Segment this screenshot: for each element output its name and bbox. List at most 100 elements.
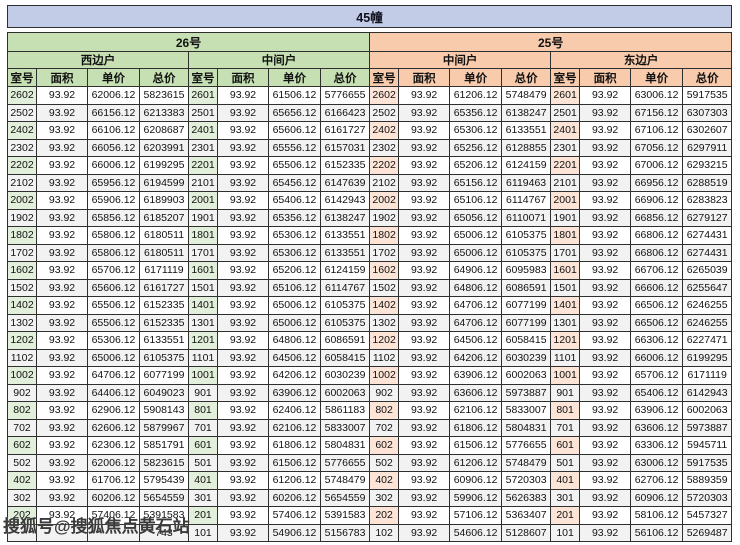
cell-room: 1101 xyxy=(188,348,218,367)
col-header-unit-price: 单价 xyxy=(449,68,503,87)
cell-room: 1301 xyxy=(188,313,218,332)
col-header-room: 室号 xyxy=(550,68,581,87)
cell-unit-price: 57106.12 xyxy=(449,506,503,525)
cell-total-price: 6157031 xyxy=(319,138,371,157)
table-row: 2602 93.92 62006.12 5823615 2601 93.92 61506.1… xyxy=(7,86,733,105)
cell-area: 93.92 xyxy=(579,261,632,280)
table-row: 702 93.92 62606.12 5879967 701 93.92 62106.12 5… xyxy=(7,418,733,437)
cell-unit-price: 61206.12 xyxy=(268,471,321,490)
cell-unit-price: 67106.12 xyxy=(630,121,684,140)
price-table-body: 2602 93.92 62006.12 5823615 2601 93.92 61506.1… xyxy=(7,86,733,542)
cell-total-price: 5917535 xyxy=(682,453,733,472)
cell-room: 402 xyxy=(369,471,400,490)
cell-unit-price: 66006.12 xyxy=(630,348,684,367)
cell-total-price: 5654559 xyxy=(139,488,189,507)
cell-area: 93.92 xyxy=(36,296,88,315)
cell-room: 2001 xyxy=(550,191,581,210)
cell-total-price: 5363407 xyxy=(501,506,552,525)
cell-area: 93.92 xyxy=(398,436,451,455)
cell-total-price: 6161727 xyxy=(139,278,189,297)
cell-area: 93.92 xyxy=(579,208,632,227)
cell-area: 93.92 xyxy=(579,506,632,525)
cell-area: 93.92 xyxy=(398,278,451,297)
cell-unit-price: 65606.12 xyxy=(268,121,321,140)
cell-unit-price: 62006.12 xyxy=(87,453,140,472)
cell-area: 93.92 xyxy=(398,103,451,122)
cell-total-price: 5795439 xyxy=(139,471,189,490)
cell-room: 1502 xyxy=(7,278,37,297)
cell-unit-price: 60906.12 xyxy=(630,488,684,507)
cell-area: 93.92 xyxy=(36,191,88,210)
cell-area: 93.92 xyxy=(217,173,269,192)
cell-room: 602 xyxy=(7,436,37,455)
cell-area: 93.92 xyxy=(36,453,88,472)
cell-total-price: 6142943 xyxy=(682,383,733,402)
cell-unit-price: 60206.12 xyxy=(268,488,321,507)
cell-total-price: 6246255 xyxy=(682,313,733,332)
cell-unit-price: 63306.12 xyxy=(630,436,684,455)
cell-unit-price: 65506.12 xyxy=(87,296,140,315)
cell-room: 402 xyxy=(7,471,37,490)
cell-area: 93.92 xyxy=(579,366,632,385)
cell-area: 93.92 xyxy=(217,418,269,437)
cell-room: 1501 xyxy=(188,278,218,297)
table-row: 402 93.92 61706.12 5795439 401 93.92 61206.12 5… xyxy=(7,471,733,490)
cell-total-price: 5776655 xyxy=(501,436,552,455)
cell-unit-price: 66506.12 xyxy=(630,313,684,332)
cell-area: 93.92 xyxy=(217,86,269,105)
cell-room: 2302 xyxy=(369,138,400,157)
cell-area: 93.92 xyxy=(579,191,632,210)
cell-unit-price: 56106.12 xyxy=(630,523,684,542)
table-row: 1102 93.92 65006.12 6105375 1101 93.92 64506.1… xyxy=(7,348,733,367)
cell-total-price: 5748479 xyxy=(319,471,371,490)
cell-area: 93.92 xyxy=(579,436,632,455)
cell-total-price: 6227471 xyxy=(682,331,733,350)
cell-unit-price: 60906.12 xyxy=(449,471,503,490)
cell-area: 93.92 xyxy=(36,86,88,105)
cell-total-price: 5720303 xyxy=(682,488,733,507)
cell-unit-price: 65006.12 xyxy=(449,243,503,262)
cell-total-price: 6030239 xyxy=(319,366,371,385)
cell-total-price: 6180511 xyxy=(139,243,189,262)
cell-room: 201 xyxy=(550,506,581,525)
price-table: 26号 25号 西边户 中间户 中间户 东边户 室号 面积 单价 总价 室号 面… xyxy=(6,32,733,542)
cell-total-price: 6297911 xyxy=(682,138,733,157)
cell-room: 2201 xyxy=(188,156,218,175)
cell-area: 93.92 xyxy=(217,436,269,455)
cell-unit-price: 65606.12 xyxy=(87,278,140,297)
cell-room: 2401 xyxy=(550,121,581,140)
cell-total-price: 6138247 xyxy=(319,208,371,227)
cell-unit-price: 65906.12 xyxy=(87,191,140,210)
cell-area: 93.92 xyxy=(217,278,269,297)
cell-unit-price: 57406.12 xyxy=(268,506,321,525)
table-row: 1802 93.92 65806.12 6180511 1801 93.92 65306.1… xyxy=(7,226,733,245)
col-header-room: 室号 xyxy=(188,68,218,87)
cell-unit-price: 65006.12 xyxy=(268,313,321,332)
cell-area: 93.92 xyxy=(398,243,451,262)
cell-room: 1702 xyxy=(369,243,400,262)
cell-room: 1502 xyxy=(369,278,400,297)
cell-unit-price: 66106.12 xyxy=(87,121,140,140)
cell-room: 1701 xyxy=(188,243,218,262)
table-row: 1302 93.92 65506.12 6152335 1301 93.92 65006.1… xyxy=(7,313,733,332)
cell-unit-price: 67056.12 xyxy=(630,138,684,157)
cell-area: 93.92 xyxy=(36,488,88,507)
cell-room: 1801 xyxy=(550,226,581,245)
cell-area: 93.92 xyxy=(398,506,451,525)
cell-room: 1401 xyxy=(188,296,218,315)
cell-area: 93.92 xyxy=(36,261,88,280)
cell-total-price: 5269487 xyxy=(682,523,733,542)
cell-total-price: 5457327 xyxy=(682,506,733,525)
cell-total-price: 5823615 xyxy=(139,86,189,105)
cell-total-price: 6105375 xyxy=(319,296,371,315)
cell-room: 1001 xyxy=(188,366,218,385)
cell-unit-price: 66956.12 xyxy=(630,173,684,192)
cell-unit-price: 62706.12 xyxy=(630,471,684,490)
unit-header-middle-2: 中间户 xyxy=(369,51,552,69)
cell-total-price: 6152335 xyxy=(139,296,189,315)
cell-unit-price xyxy=(87,523,140,542)
cell-unit-price: 65106.12 xyxy=(449,191,503,210)
cell-total-price: 6265039 xyxy=(682,261,733,280)
cell-room: 2002 xyxy=(369,191,400,210)
building-banner-title: 45幢 xyxy=(356,11,383,25)
